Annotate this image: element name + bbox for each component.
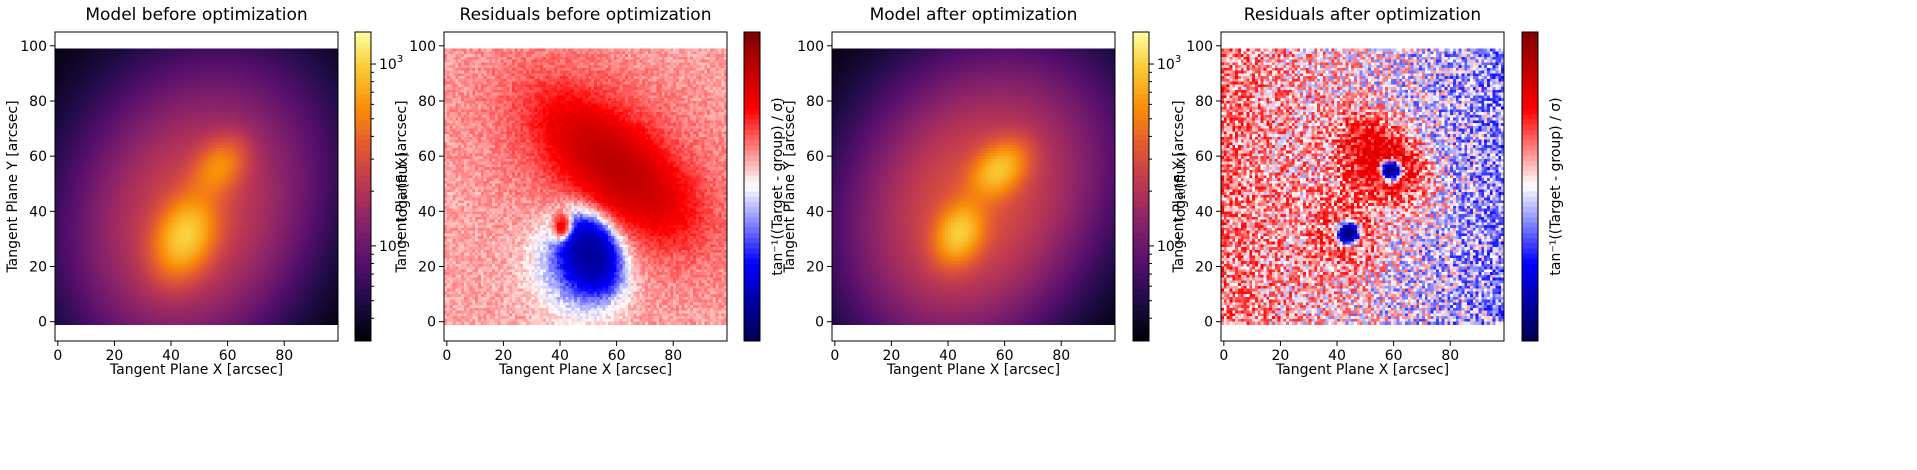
panel-title: Model after optimization [870,5,1078,25]
y-tick-label: 80 [1195,94,1213,110]
x-tick-label: 60 [1385,348,1403,364]
x-tick-label: 20 [106,348,124,364]
heatmap-image [832,48,1116,326]
panel-3: Model after optimization 0 20 40 60 80 0 20 40 60… [782,5,1189,378]
y-tick-label: 40 [806,204,824,220]
axes-frame [54,31,339,342]
x-tick-label: 0 [53,348,62,364]
x-tick-label: 80 [1052,348,1070,364]
y-axis-label: Tangent Plane Y [arcsec] [5,100,21,273]
colorbar: 102 103 log₁₀(flux) [354,31,411,342]
x-tick-label: 40 [162,348,180,364]
colorbar: 102 103 log₁₀(flux) [1132,31,1189,342]
y-tick-label: 0 [427,315,436,331]
y-tick-label: 80 [806,94,824,110]
x-tick-label: 40 [939,348,957,364]
panel-title: Model before optimization [85,5,307,25]
y-tick-label: 100 [409,39,436,55]
panel-1: Model before optimization 0 20 40 60 80 0 20 40 6… [5,5,411,378]
panel-title: Residuals after optimization [1244,5,1481,25]
y-axis-label: Tangent Plane Y [arcsec] [782,100,798,273]
x-axis-label: Tangent Plane X [arcsec] [1275,362,1449,378]
y-tick-label: 20 [1195,260,1213,276]
colorbar-tick-label: 103 [1157,54,1181,73]
colorbar-tick-label: 102 [1157,236,1181,255]
heatmap-image [444,48,728,326]
axes-frame [1220,31,1505,342]
heatmap-image [1221,48,1505,326]
x-tick-label: 0 [442,348,451,364]
colorbar-tick-label: 103 [379,54,403,73]
y-tick-label: 60 [806,149,824,165]
x-axis-label: Tangent Plane X [arcsec] [886,362,1060,378]
y-tick-label: 60 [418,149,436,165]
axes-frame [831,31,1116,342]
panel-title: Residuals before optimization [460,5,712,25]
x-tick-label: 40 [1328,348,1346,364]
y-tick-label: 100 [20,39,47,55]
y-tick-label: 0 [38,315,47,331]
x-axis-label: Tangent Plane X [arcsec] [498,362,672,378]
x-tick-label: 60 [996,348,1014,364]
y-tick-label: 80 [418,94,436,110]
panel-2: Residuals before optimization 0 20 40 60 80 0 2… [394,5,786,378]
y-tick-label: 20 [29,260,47,276]
heatmap-image [55,48,339,326]
y-tick-label: 20 [806,260,824,276]
y-axis-label: Tangent Plane Y [arcsec] [1171,100,1187,273]
colorbar-label: log₁₀(flux) [395,152,411,221]
x-tick-label: 80 [275,348,293,364]
x-tick-label: 20 [495,348,513,364]
x-axis-label: Tangent Plane X [arcsec] [109,362,283,378]
panel-4: Residuals after optimization 0 20 40 60 80 0 20… [1171,5,1564,378]
x-tick-label: 80 [1441,348,1459,364]
y-tick-label: 40 [29,204,47,220]
y-tick-label: 100 [1186,39,1213,55]
y-tick-label: 60 [29,149,47,165]
colorbar-label: tan⁻¹((Target - group) / σ) [770,97,786,275]
colorbar-tick-label: 102 [379,236,403,255]
axes-frame [443,31,728,342]
x-tick-label: 0 [1219,348,1228,364]
y-tick-label: 40 [418,204,436,220]
x-tick-label: 20 [883,348,901,364]
y-tick-label: 100 [797,39,824,55]
y-tick-label: 0 [815,315,824,331]
y-tick-label: 80 [29,94,47,110]
x-tick-label: 60 [219,348,237,364]
y-tick-label: 60 [1195,149,1213,165]
y-tick-label: 40 [1195,204,1213,220]
colorbar-label: tan⁻¹((Target - group) / σ) [1548,97,1564,275]
y-tick-label: 20 [418,260,436,276]
y-axis-label: Tangent Plane Y [arcsec] [394,100,410,273]
x-tick-label: 60 [608,348,626,364]
x-tick-label: 80 [664,348,682,364]
colorbar: tan⁻¹((Target - group) / σ) [743,31,786,342]
x-tick-label: 0 [830,348,839,364]
x-tick-label: 40 [551,348,569,364]
x-tick-label: 20 [1272,348,1290,364]
colorbar: tan⁻¹((Target - group) / σ) [1521,31,1564,342]
y-tick-label: 0 [1204,315,1213,331]
colorbar-label: log₁₀(flux) [1173,152,1189,221]
